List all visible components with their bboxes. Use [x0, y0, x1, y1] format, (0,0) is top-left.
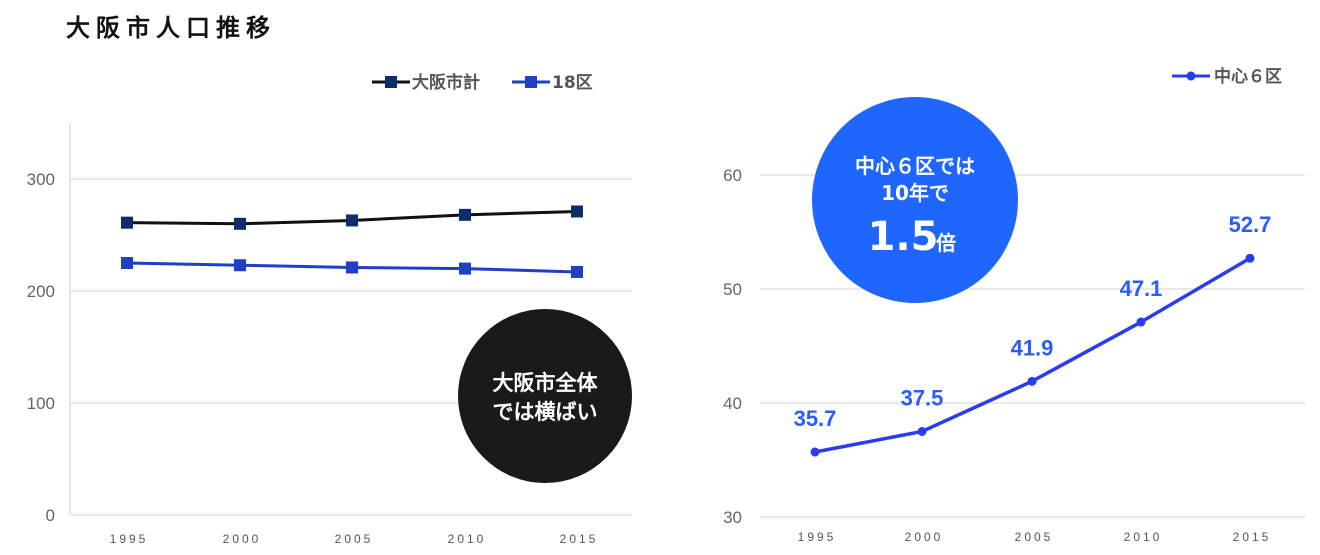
annotation-suffix: 倍 — [936, 231, 956, 255]
annotation-text: 中心６区では — [855, 154, 975, 178]
legend-marker — [385, 76, 397, 88]
y-tick-label: 200 — [27, 282, 55, 301]
data-point — [571, 265, 583, 278]
y-tick-label: 30 — [723, 508, 742, 527]
y-tick-label: 100 — [27, 394, 55, 413]
data-point — [121, 257, 133, 269]
data-point — [346, 214, 358, 227]
y-tick-label: 40 — [723, 394, 742, 413]
x-tick-label: 2010 — [1124, 530, 1163, 544]
data-point — [234, 217, 246, 230]
data-point — [1027, 376, 1037, 386]
data-label: 47.1 — [1120, 276, 1163, 301]
data-point — [571, 205, 583, 218]
data-point — [810, 447, 820, 457]
y-tick-label: 0 — [46, 506, 55, 525]
data-label: 37.5 — [901, 386, 944, 411]
data-point — [1245, 253, 1255, 263]
annotation-bubble — [812, 97, 1018, 303]
data-point — [121, 216, 133, 229]
y-tick-label: 60 — [723, 166, 742, 185]
annotation-text: では横ばい — [493, 400, 598, 424]
annotation-bubble — [458, 309, 632, 483]
annotation-text: 大阪市全体 — [493, 371, 599, 395]
data-point — [234, 259, 246, 272]
data-label: 41.9 — [1011, 335, 1054, 360]
annotation-big-number: 1.5 — [868, 214, 939, 260]
legend-label: 中心６区 — [1214, 66, 1282, 87]
x-tick-label: 2005 — [1015, 530, 1054, 544]
data-point — [459, 208, 471, 221]
data-point — [459, 262, 471, 275]
y-tick-label: 300 — [27, 170, 55, 189]
x-tick-label: 1995 — [798, 530, 837, 544]
y-tick-label: 50 — [723, 280, 742, 299]
annotation-text: 10年で — [881, 181, 949, 205]
legend-marker — [525, 76, 537, 88]
legend-marker — [1186, 71, 1196, 81]
data-point — [346, 261, 358, 274]
x-tick-label: 2015 — [560, 532, 599, 546]
x-tick-label: 2010 — [448, 532, 487, 546]
data-label: 35.7 — [794, 406, 837, 431]
x-tick-label: 2015 — [1233, 530, 1272, 544]
data-point — [917, 427, 927, 436]
x-tick-label: 2000 — [223, 532, 262, 546]
x-tick-label: 2000 — [905, 530, 944, 544]
data-point — [1136, 317, 1146, 327]
data-label: 52.7 — [1229, 212, 1272, 237]
legend-label: 大阪市計 — [412, 72, 480, 93]
x-tick-label: 1995 — [110, 532, 149, 546]
page-title: 大阪市人口推移 — [66, 14, 276, 42]
x-tick-label: 2005 — [335, 532, 374, 546]
legend-label: 18区 — [552, 73, 593, 93]
